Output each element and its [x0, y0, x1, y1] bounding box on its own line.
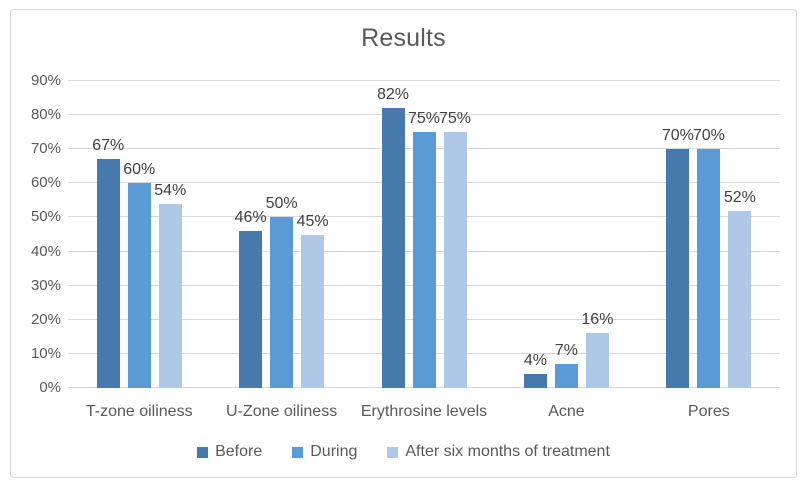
bar-value-label: 82% — [377, 86, 410, 104]
bar-group: 4% 7% 16% — [495, 81, 637, 388]
y-tick-label: 50% — [30, 208, 61, 226]
gridline — [68, 80, 780, 81]
y-tick-label: 60% — [30, 174, 61, 192]
bar: 46% — [235, 209, 267, 388]
bar: 7% — [555, 342, 578, 388]
bar-value-label: 16% — [581, 311, 614, 329]
legend-item: After six months of treatment — [387, 443, 610, 461]
bar-value-label: 70% — [692, 127, 725, 145]
y-tick-label: 20% — [30, 310, 61, 328]
bar-value-label: 52% — [723, 188, 756, 206]
bar-value-label: 75% — [439, 110, 472, 128]
bar-value-label: 60% — [123, 161, 156, 179]
bar: 82% — [377, 86, 409, 388]
category-label: Erythrosine levels — [360, 403, 488, 420]
legend-label: Before — [215, 443, 263, 460]
bar-value-label: 70% — [661, 127, 694, 145]
chart-title: Results — [361, 24, 446, 52]
bar-group: 67% 60% 54% — [68, 81, 210, 388]
legend-label: After six months of treatment — [405, 443, 610, 460]
bar-group: 82% 75% 75% — [353, 81, 495, 388]
bar-value-label: 4% — [523, 352, 547, 370]
bar: 75% — [439, 110, 471, 388]
chart-frame: Results 0% 10% 20% 30% 40% 50% 60% 70% 80% 90% 67… — [10, 9, 797, 478]
legend-item: Before — [197, 443, 262, 461]
legend-item: During — [292, 443, 357, 461]
gridline — [68, 114, 780, 116]
y-tick-label: 30% — [30, 276, 61, 294]
legend: Before During After six months of treatmen… — [11, 443, 796, 461]
x-axis: T-zone oiliness U-Zone oiliness Erythrosin… — [68, 403, 780, 421]
y-tick-label: 80% — [30, 106, 61, 124]
bar: 70% — [693, 127, 725, 388]
legend-marker-icon — [387, 446, 399, 458]
legend-marker-icon — [197, 446, 209, 458]
bar-group: 70% 70% 52% — [638, 81, 780, 388]
y-tick-label: 40% — [30, 242, 61, 260]
bar: 60% — [123, 161, 155, 388]
bar: 16% — [581, 311, 613, 388]
bar-value-label: 50% — [265, 195, 298, 213]
bar: 75% — [408, 110, 440, 388]
bar: 50% — [266, 195, 298, 388]
bar-groups: 67% 60% 54% 46% 50% 45% 82% 75% 75% 4% 7% 16% 70% 70%… — [68, 81, 780, 388]
legend-label: During — [310, 443, 358, 460]
plot-area: 67% 60% 54% 46% 50% 45% 82% 75% 75% 4% 7% 16% 70% 70%… — [68, 80, 780, 388]
bar: 52% — [724, 189, 756, 388]
y-tick-label: 10% — [30, 344, 61, 362]
bar-value-label: 45% — [296, 212, 329, 230]
y-tick-label: 90% — [30, 72, 61, 89]
category-label: Acne — [548, 403, 585, 420]
legend-marker-icon — [292, 446, 304, 458]
bar-value-label: 75% — [408, 110, 441, 128]
bar: 70% — [662, 127, 694, 388]
category-label: Pores — [687, 403, 730, 420]
bar-value-label: 7% — [554, 342, 578, 360]
bar: 67% — [92, 137, 124, 388]
category-label: U-Zone oiliness — [226, 403, 338, 420]
category-label: T-zone oiliness — [85, 403, 193, 420]
bar-value-label: 54% — [154, 181, 187, 199]
bar: 54% — [154, 182, 186, 388]
bar-value-label: 46% — [234, 209, 267, 227]
y-tick-label: 0% — [39, 379, 61, 396]
y-tick-label: 70% — [30, 140, 61, 158]
bar: 4% — [524, 352, 547, 388]
bar: 45% — [297, 213, 329, 388]
y-axis: 0% 10% 20% 30% 40% 50% 60% 70% 80% 90% — [11, 73, 61, 395]
bar-value-label: 67% — [92, 137, 125, 155]
bar-group: 46% 50% 45% — [210, 81, 352, 388]
